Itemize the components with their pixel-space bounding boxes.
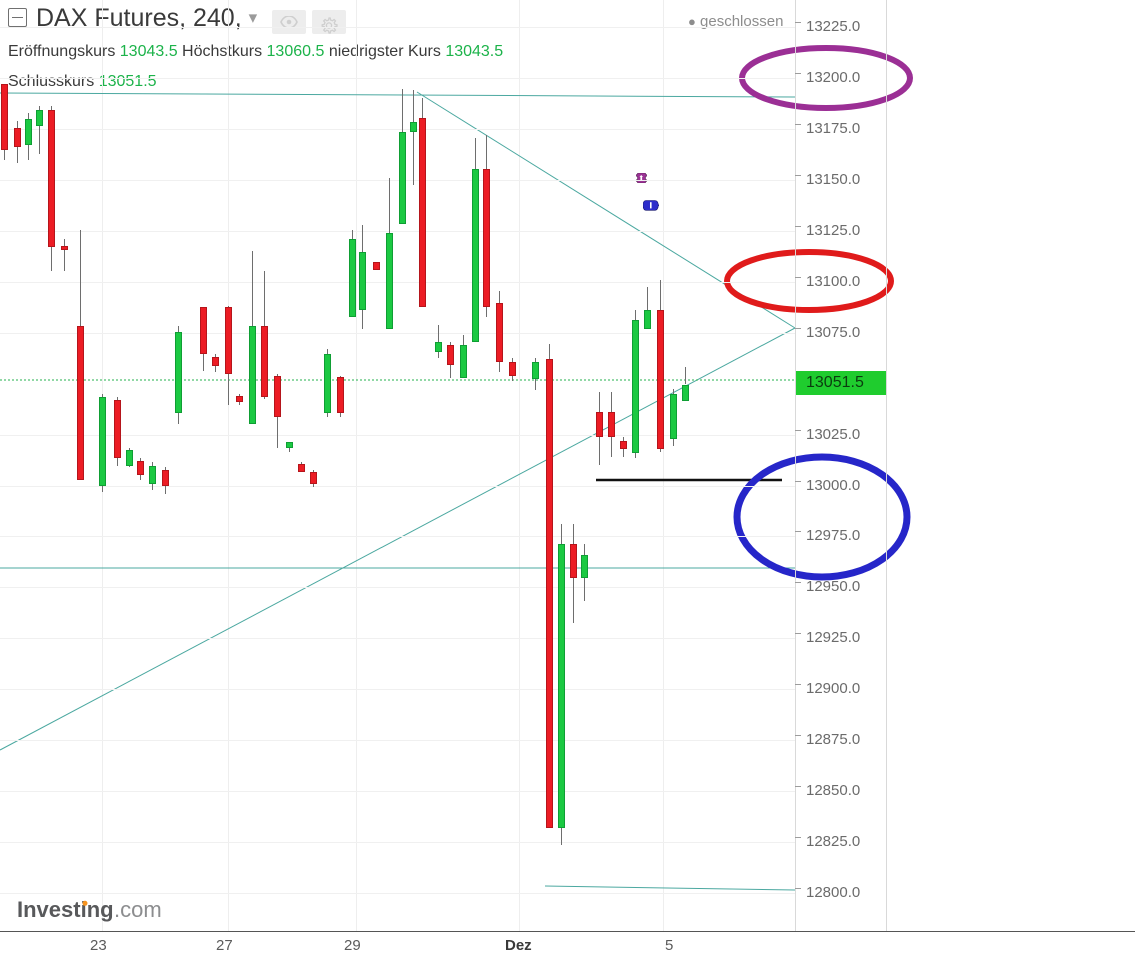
svg-text:.com: .com	[114, 897, 162, 922]
svg-text:Investing: Investing	[17, 897, 114, 922]
